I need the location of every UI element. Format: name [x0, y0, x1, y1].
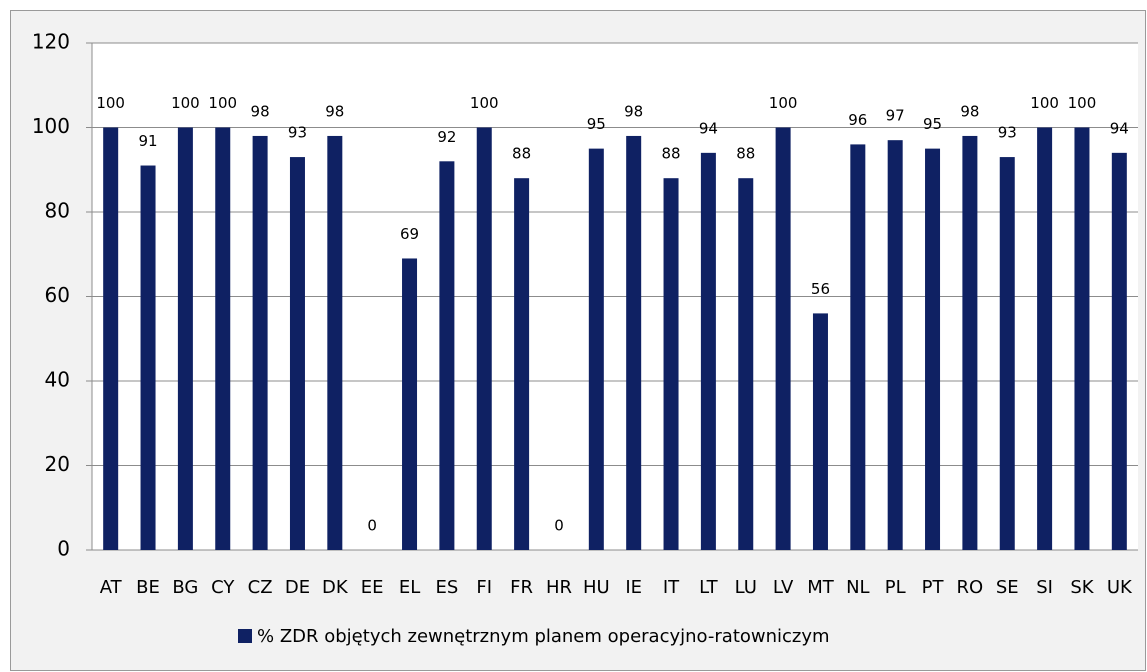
bar	[1111, 152, 1127, 550]
data-label: 91	[138, 132, 157, 150]
x-tick-label: SI	[1036, 577, 1053, 598]
legend-label: % ZDR objętych zewnętrznym planem operac…	[257, 626, 830, 647]
data-label: 100	[208, 94, 237, 112]
x-tick-label: AT	[100, 577, 123, 598]
bar	[700, 152, 716, 550]
bar	[215, 127, 231, 550]
bar	[252, 135, 268, 550]
bar	[962, 135, 978, 550]
data-label: 56	[811, 280, 830, 298]
data-label: 0	[367, 517, 377, 535]
y-tick-label: 20	[45, 452, 70, 476]
x-tick-label: SK	[1070, 577, 1094, 598]
bar	[588, 148, 604, 550]
data-label: 93	[288, 124, 307, 142]
bar	[812, 313, 828, 550]
data-label: 92	[437, 128, 456, 146]
x-tick-label: FR	[510, 577, 533, 598]
x-tick-label: RO	[957, 577, 984, 598]
x-tick-label: FI	[476, 577, 492, 598]
x-tick-label: LT	[699, 577, 719, 598]
bar	[925, 148, 941, 550]
bar	[140, 165, 156, 550]
data-label: 94	[699, 119, 718, 137]
x-tick-label: EE	[361, 577, 384, 598]
bar	[738, 178, 754, 550]
data-label: 98	[325, 102, 344, 120]
bar	[476, 127, 492, 550]
x-tick-label: UK	[1107, 577, 1133, 598]
data-label: 98	[624, 102, 643, 120]
y-tick-label: 120	[32, 30, 70, 54]
bar	[177, 127, 193, 550]
data-label: 100	[171, 94, 200, 112]
x-tick-label: EL	[399, 577, 420, 598]
x-tick-label: BG	[172, 577, 198, 598]
bar	[514, 178, 530, 550]
x-tick-label: LV	[773, 577, 794, 598]
data-label: 95	[923, 115, 942, 133]
y-tick-label: 60	[45, 283, 70, 307]
bar	[887, 140, 903, 551]
x-tick-label: CY	[211, 577, 235, 598]
x-tick-label: SE	[996, 577, 1019, 598]
x-tick-label: PT	[922, 577, 945, 598]
x-tick-label: ES	[435, 577, 458, 598]
data-label: 96	[848, 111, 867, 129]
y-tick-label: 40	[45, 368, 70, 392]
data-label: 93	[998, 124, 1017, 142]
data-label: 69	[400, 225, 419, 243]
x-tick-label: DK	[322, 577, 349, 598]
legend-swatch	[238, 629, 252, 643]
bar	[775, 127, 791, 550]
data-label: 88	[736, 145, 755, 163]
y-tick-label: 100	[32, 114, 70, 138]
data-label: 100	[470, 94, 499, 112]
x-tick-label: MT	[807, 577, 835, 598]
x-tick-label: CZ	[248, 577, 273, 598]
bar	[289, 157, 305, 550]
data-label: 88	[512, 145, 531, 163]
bar	[1074, 127, 1090, 550]
data-label: 88	[661, 145, 680, 163]
bar	[999, 157, 1015, 550]
data-label: 98	[960, 102, 979, 120]
x-tick-label: HR	[546, 577, 572, 598]
x-tick-label: IT	[663, 577, 680, 598]
bar	[402, 258, 418, 550]
x-tick-label: IE	[625, 577, 642, 598]
data-label: 97	[886, 107, 905, 125]
x-tick-label: PL	[885, 577, 906, 598]
legend: % ZDR objętych zewnętrznym planem operac…	[238, 626, 830, 647]
data-label: 0	[554, 517, 564, 535]
bar	[103, 127, 119, 550]
data-label: 100	[96, 94, 125, 112]
bar	[1037, 127, 1053, 550]
data-label: 100	[1068, 94, 1097, 112]
bar	[439, 161, 455, 551]
data-label: 94	[1110, 119, 1129, 137]
y-tick-label: 80	[45, 199, 70, 223]
data-label: 100	[769, 94, 798, 112]
data-label: 98	[251, 102, 270, 120]
x-tick-label: BE	[136, 577, 160, 598]
data-label: 100	[1030, 94, 1059, 112]
bar	[327, 135, 343, 550]
bar	[663, 178, 679, 550]
y-tick-label: 0	[57, 537, 70, 561]
x-tick-label: LU	[735, 577, 757, 598]
bar	[626, 135, 642, 550]
x-tick-label: HU	[583, 577, 610, 598]
x-tick-label: NL	[846, 577, 870, 598]
data-label: 95	[587, 115, 606, 133]
bar	[850, 144, 866, 550]
x-tick-label: DE	[285, 577, 310, 598]
